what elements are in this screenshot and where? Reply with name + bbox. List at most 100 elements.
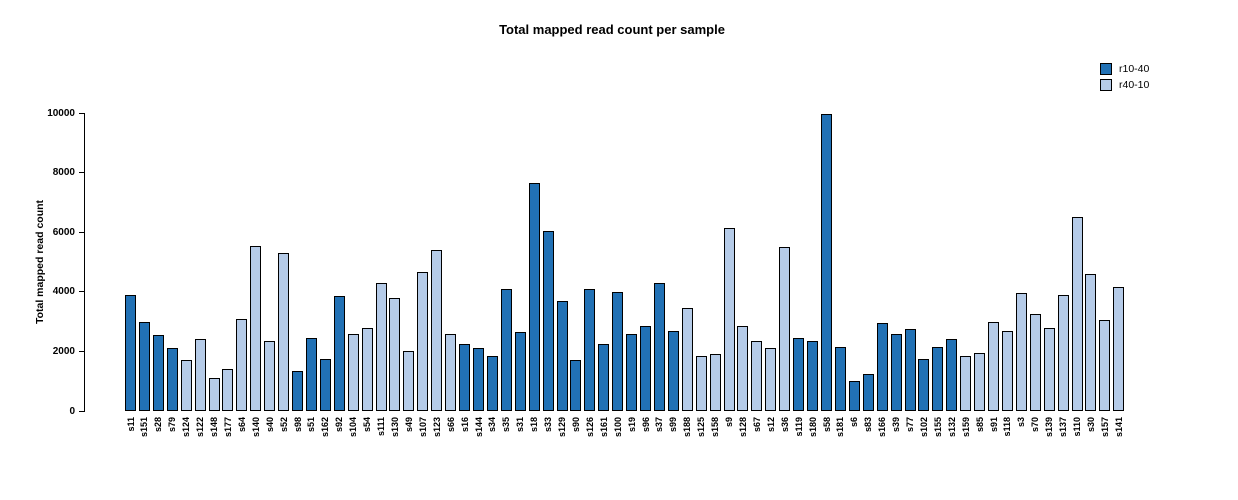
y-tick-label: 2000 (52, 345, 75, 357)
bar-s40 (264, 341, 276, 411)
x-tick-label: s177 (222, 417, 233, 438)
x-tick-label: s181 (835, 417, 846, 438)
x-tick-label: s151 (139, 417, 150, 438)
x-tick-label: s119 (793, 417, 804, 437)
bar-s148 (208, 378, 220, 411)
bar-s155 (932, 347, 944, 411)
x-tick-label: s30 (1085, 417, 1096, 433)
legend-swatch-icon (1100, 63, 1112, 75)
x-tick-label: s12 (765, 417, 776, 433)
bar-s118 (1001, 331, 1013, 411)
bar-s98 (292, 371, 304, 411)
bar-s19 (626, 334, 638, 411)
bar-s100 (612, 292, 624, 411)
bar-s49 (403, 351, 415, 411)
x-tick-label: s144 (473, 417, 484, 438)
bar-s6 (848, 381, 860, 411)
bar-s166 (876, 323, 888, 411)
x-tick-label: s166 (877, 417, 888, 438)
x-tick-label: s139 (1044, 417, 1055, 438)
x-tick-label: s98 (292, 417, 303, 433)
bar-s111 (375, 283, 387, 411)
bar-s123 (431, 250, 443, 411)
x-tick-label: s79 (167, 417, 178, 433)
x-tick-label: s126 (584, 417, 595, 438)
x-tick-label: s130 (389, 417, 400, 438)
legend: r10-40 r40-10 (1100, 61, 1149, 93)
x-tick-label: s132 (946, 417, 957, 438)
x-tick-label: s18 (529, 417, 540, 433)
bar-s144 (473, 348, 484, 411)
bar-s12 (765, 348, 777, 411)
x-tick-label: s99 (668, 417, 679, 433)
bar-s16 (459, 344, 471, 411)
bar-s31 (514, 332, 526, 411)
x-tick-label: s40 (264, 417, 275, 433)
x-tick-label: s141 (1113, 417, 1124, 438)
bar-s130 (389, 298, 401, 411)
bar-s132 (946, 339, 958, 411)
x-tick-label: s110 (1072, 417, 1083, 437)
x-tick-label: s36 (779, 417, 790, 433)
x-tick-label: s125 (696, 417, 707, 438)
x-tick-label: s77 (905, 417, 916, 433)
bar-s9 (723, 228, 735, 411)
bar-s33 (542, 231, 554, 411)
x-tick-label: s123 (431, 417, 442, 438)
x-tick-label: s128 (737, 417, 748, 438)
bar-s96 (640, 326, 652, 411)
x-tick-label: s122 (195, 417, 206, 438)
bar-s58 (821, 114, 832, 411)
y-tick-label: 6000 (52, 226, 75, 238)
bar-s79 (166, 348, 178, 411)
bar-s35 (500, 289, 512, 411)
x-tick-label: s91 (988, 417, 999, 433)
x-tick-label: s58 (821, 417, 832, 433)
x-tick-label: s148 (209, 417, 220, 438)
bar-s122 (194, 339, 206, 411)
x-tick-label: s96 (640, 417, 651, 433)
x-tick-label: s9 (724, 417, 735, 428)
bar-s125 (695, 356, 707, 411)
y-tick (79, 231, 84, 233)
x-tick-label: s19 (626, 417, 637, 433)
bar-s181 (834, 347, 846, 411)
bar-s3 (1015, 293, 1027, 411)
bar-s52 (278, 253, 290, 411)
y-tick (79, 410, 84, 412)
bar-s104 (347, 334, 359, 411)
x-tick-label: s90 (570, 417, 581, 433)
x-tick-label: s102 (918, 417, 929, 438)
legend-item-r10-40: r10-40 (1100, 61, 1149, 77)
legend-label: r40-10 (1119, 79, 1150, 91)
x-tick-label: s162 (320, 417, 331, 438)
bar-s91 (988, 322, 1000, 411)
bar-s18 (528, 183, 540, 411)
x-tick-label: s31 (515, 417, 526, 433)
bar-s92 (333, 296, 345, 411)
bar-s39 (890, 334, 902, 411)
chart-title: Total mapped read count per sample (499, 22, 725, 37)
bar-s188 (681, 308, 693, 411)
x-tick-label: s158 (710, 417, 721, 438)
bar-s157 (1099, 320, 1111, 411)
bar-s180 (807, 341, 819, 411)
bar-s110 (1071, 217, 1083, 411)
bar-s36 (779, 247, 791, 411)
bar-s151 (138, 322, 150, 411)
bar-s54 (361, 328, 373, 411)
bar-s66 (445, 334, 457, 411)
x-tick-label: s67 (751, 417, 762, 433)
bar-s102 (918, 359, 930, 411)
x-tick-label: s85 (974, 417, 985, 433)
bar-s129 (556, 301, 568, 411)
x-tick-label: s66 (445, 417, 456, 433)
bar-s158 (709, 354, 721, 411)
bar-s107 (417, 272, 429, 411)
bar-s85 (974, 353, 986, 411)
x-tick-label: s157 (1099, 417, 1110, 438)
bar-s141 (1113, 287, 1125, 411)
x-tick-label: s83 (863, 417, 874, 433)
x-tick-label: s159 (960, 417, 971, 438)
